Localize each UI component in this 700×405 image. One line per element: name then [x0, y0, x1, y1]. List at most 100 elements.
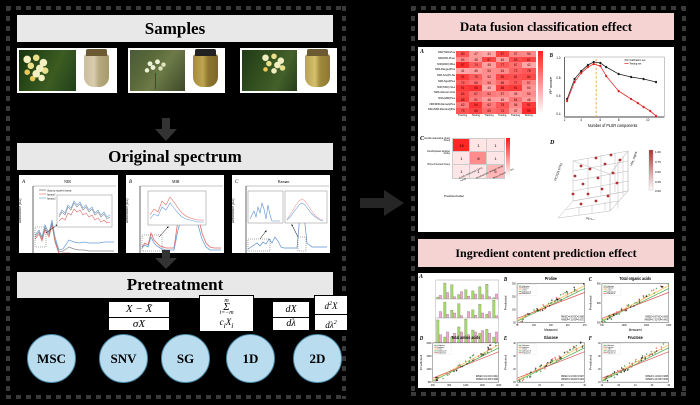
- svg-text:1200: 1200: [463, 384, 469, 387]
- svg-text:D: D: [549, 140, 555, 146]
- svg-text:6: 6: [600, 118, 602, 122]
- svg-text:C: C: [235, 180, 239, 185]
- svg-text:30: 30: [651, 384, 654, 387]
- svg-text:A: A: [21, 180, 26, 185]
- svg-text:C: C: [589, 276, 593, 282]
- svg-text:600: 600: [597, 302, 601, 305]
- svg-text:150: 150: [549, 324, 553, 327]
- svg-text:0.50: 0.50: [655, 170, 661, 174]
- svg-text:10: 10: [516, 384, 519, 387]
- svg-text:2: 2: [564, 118, 566, 122]
- svg-text:0.75: 0.75: [655, 160, 661, 164]
- svg-text:RMSEP=1.98 R2P=0.9402: RMSEP=1.98 R2P=0.9402: [561, 379, 584, 381]
- svg-text:700: 700: [600, 324, 604, 327]
- svg-text:Absorbance (a.u): Absorbance (a.u): [19, 199, 22, 223]
- svg-text:Measured: Measured: [629, 388, 642, 389]
- svg-text:400: 400: [431, 384, 435, 387]
- svg-text:40: 40: [583, 384, 586, 387]
- svg-text:Absorbance (a.u): Absorbance (a.u): [126, 199, 129, 223]
- svg-text:0.00: 0.00: [655, 189, 661, 193]
- svg-text:RMSEC=9.87 R2C=0.9945: RMSEC=9.87 R2C=0.9945: [645, 316, 668, 318]
- svg-text:30: 30: [598, 355, 601, 358]
- svg-text:30: 30: [513, 355, 516, 358]
- svg-text:30: 30: [561, 384, 564, 387]
- svg-text:Proline: Proline: [545, 277, 558, 281]
- svg-text:Glucose: Glucose: [544, 335, 559, 340]
- svg-text:150: 150: [512, 308, 516, 311]
- svg-text:1300: 1300: [644, 324, 650, 327]
- svg-text:Number of PLSR components: Number of PLSR components: [588, 123, 638, 128]
- svg-text:2000: 2000: [496, 384, 502, 387]
- svg-text:1600: 1600: [480, 384, 486, 387]
- svg-text:Predicted: Predicted: [420, 355, 424, 370]
- svg-text:RMSEC=1.02 R2C=0.9907: RMSEC=1.02 R2C=0.9907: [561, 376, 585, 378]
- svg-text:MIR: MIR: [172, 179, 180, 184]
- svg-text:20: 20: [598, 368, 601, 371]
- svg-text:270: 270: [583, 324, 587, 327]
- svg-text:Absorbance (a.u): Absorbance (a.u): [232, 199, 235, 223]
- svg-text:1000: 1000: [427, 368, 433, 371]
- svg-text:E: E: [503, 336, 507, 342]
- svg-text:RMSEP=21.9 R2P=0.9389: RMSEP=21.9 R2P=0.9389: [476, 379, 499, 381]
- svg-text:Measured: Measured: [459, 388, 472, 389]
- svg-text:0.25: 0.25: [655, 180, 661, 184]
- svg-text:PC2(19.41%): PC2(19.41%): [586, 216, 605, 220]
- svg-text:210: 210: [566, 324, 570, 327]
- svg-text:40: 40: [513, 342, 516, 345]
- svg-text:Prediction fit: Prediction fit: [522, 292, 531, 295]
- svg-text:10: 10: [646, 118, 649, 122]
- svg-text:70: 70: [516, 324, 519, 327]
- svg-text:100: 100: [532, 324, 536, 327]
- svg-text:Raman: Raman: [278, 179, 289, 184]
- svg-text:NIR: NIR: [64, 179, 71, 184]
- svg-text:RMSEP=2.12 R2P=0.9350: RMSEP=2.12 R2P=0.9350: [646, 379, 669, 381]
- svg-text:RMSEC=4.56 R2C=0.9989: RMSEC=4.56 R2C=0.9989: [561, 316, 584, 318]
- svg-text:250: 250: [512, 295, 516, 298]
- svg-text:24: 24: [634, 384, 637, 387]
- svg-text:Prediction fit: Prediction fit: [522, 351, 531, 354]
- svg-text:Testing set: Testing set: [629, 61, 641, 65]
- svg-text:0.6: 0.6: [556, 94, 560, 98]
- svg-text:Predicted: Predicted: [504, 295, 508, 310]
- svg-text:RMSEC=13.4 R2C=0.9921: RMSEC=13.4 R2C=0.9921: [476, 376, 499, 378]
- svg-text:2000: 2000: [427, 342, 433, 345]
- svg-text:0.4: 0.4: [556, 112, 560, 116]
- svg-text:Prediction fit: Prediction fit: [437, 351, 446, 354]
- svg-text:1500: 1500: [427, 355, 433, 358]
- svg-text:D: D: [419, 336, 423, 343]
- svg-text:Total organic acids: Total organic acids: [620, 277, 652, 281]
- svg-text:Predicted: Predicted: [504, 355, 508, 370]
- svg-text:18: 18: [617, 384, 620, 387]
- svg-text:0.8: 0.8: [556, 76, 560, 80]
- svg-text:800: 800: [447, 384, 451, 387]
- svg-text:Measured: Measured: [629, 328, 642, 332]
- svg-text:900: 900: [597, 282, 601, 285]
- svg-text:20: 20: [538, 384, 541, 387]
- svg-text:B: B: [549, 53, 554, 60]
- svg-text:R² score: R² score: [549, 76, 554, 94]
- svg-text:PC1(25.67%): PC1(25.67%): [553, 163, 563, 182]
- svg-text:Predicted: Predicted: [589, 295, 593, 310]
- svg-text:1000: 1000: [622, 324, 628, 327]
- svg-text:300: 300: [597, 321, 601, 324]
- svg-text:1600: 1600: [666, 324, 672, 327]
- svg-text:Prediction fit: Prediction fit: [606, 351, 615, 354]
- svg-text:honey2: honey2: [47, 196, 56, 200]
- svg-text:350: 350: [512, 282, 516, 285]
- svg-text:1.0: 1.0: [556, 56, 560, 60]
- svg-text:RMSEP=17.32 R2P=0.9402: RMSEP=17.32 R2P=0.9402: [645, 319, 669, 321]
- svg-text:F: F: [589, 336, 593, 343]
- svg-text:Predicted: Predicted: [589, 355, 593, 370]
- svg-text:12: 12: [601, 384, 604, 387]
- svg-text:Measured: Measured: [544, 388, 557, 389]
- svg-text:RMSEC=1.12 R2C=0.9895: RMSEC=1.12 R2C=0.9895: [645, 376, 668, 378]
- svg-text:Prediction fit: Prediction fit: [606, 292, 615, 295]
- svg-text:Vita_mgmL: Vita_mgmL: [629, 150, 638, 166]
- svg-text:20: 20: [513, 368, 516, 371]
- svg-text:1.00: 1.00: [655, 150, 661, 154]
- svg-text:Total amino acids: Total amino acids: [451, 336, 480, 340]
- svg-text:B: B: [503, 276, 507, 282]
- svg-text:4: 4: [580, 118, 582, 122]
- svg-text:8: 8: [618, 118, 620, 122]
- svg-text:B: B: [129, 180, 132, 185]
